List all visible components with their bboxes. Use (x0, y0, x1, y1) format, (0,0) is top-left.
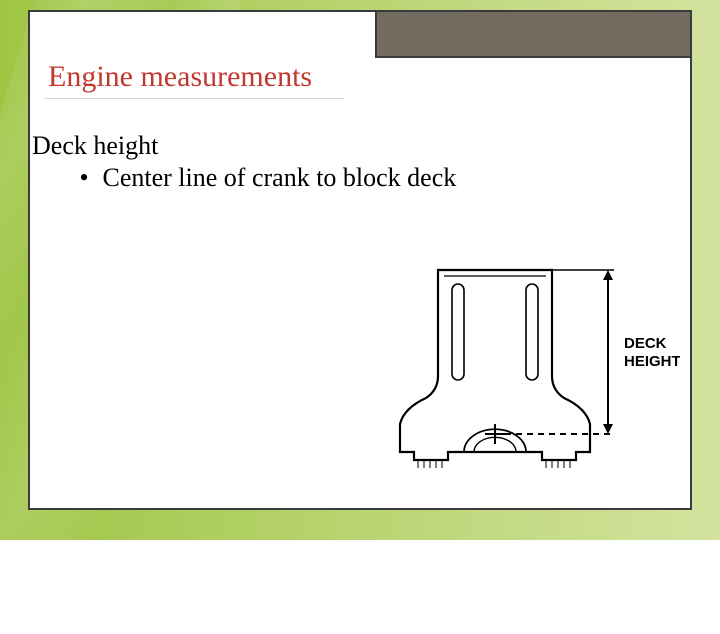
foot-hatch-right (546, 460, 570, 468)
dim-label-line1: DECK (624, 335, 667, 352)
bullet-text: Center line of crank to block deck (103, 163, 457, 192)
body-heading: Deck height (32, 130, 672, 162)
foot-hatch-left (418, 460, 442, 468)
bore-slot-left (452, 284, 464, 380)
dim-arrow-top (603, 270, 613, 280)
deck-height-diagram: DECK HEIGHT (380, 248, 680, 508)
title-underline (44, 98, 344, 99)
dim-label-line2: HEIGHT (624, 353, 680, 370)
slide-title: Engine measurements (48, 60, 312, 94)
body-bullet-line: • Center line of crank to block deck (32, 162, 672, 194)
dim-arrow-bottom (603, 424, 613, 434)
title-tab-decoration (375, 12, 690, 58)
bullet-marker: • (72, 162, 96, 194)
slide-background: Engine measurements Deck height • Center… (0, 0, 720, 540)
content-card: Engine measurements Deck height • Center… (28, 10, 692, 510)
body-text-block: Deck height • Center line of crank to bl… (32, 130, 672, 193)
bore-slot-right (526, 284, 538, 380)
diagram-svg: DECK HEIGHT (380, 248, 680, 508)
